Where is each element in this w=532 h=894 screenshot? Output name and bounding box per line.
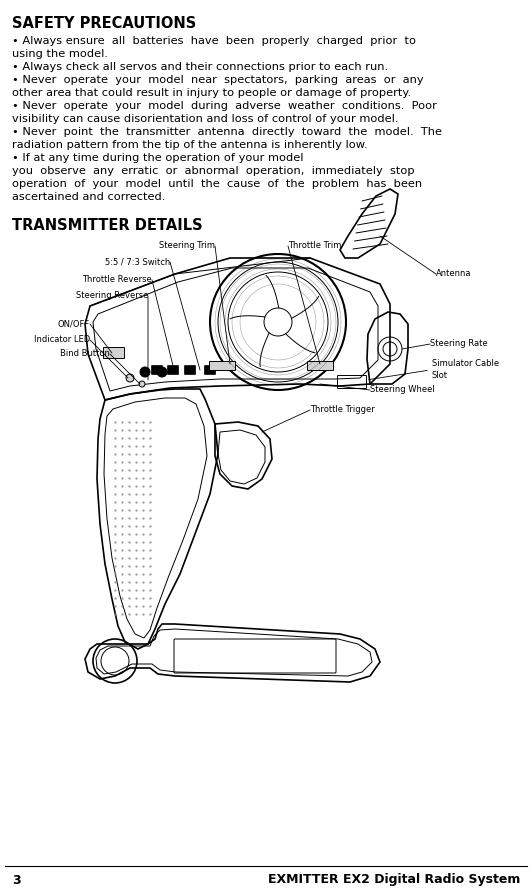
FancyBboxPatch shape: [152, 366, 162, 375]
Text: • Always check all servos and their connections prior to each run.: • Always check all servos and their conn…: [12, 62, 388, 72]
Text: Antenna: Antenna: [436, 269, 471, 279]
Text: Throttle Trim: Throttle Trim: [288, 241, 342, 250]
Text: SAFETY PRECAUTIONS: SAFETY PRECAUTIONS: [12, 16, 196, 31]
FancyBboxPatch shape: [104, 348, 124, 358]
Text: Simulator Cable: Simulator Cable: [432, 359, 499, 368]
Text: Steering Rate: Steering Rate: [430, 340, 488, 349]
FancyBboxPatch shape: [307, 361, 334, 370]
Text: EXMITTER EX2 Digital Radio System: EXMITTER EX2 Digital Radio System: [268, 873, 520, 887]
Text: TRANSMITTER DETAILS: TRANSMITTER DETAILS: [12, 218, 203, 233]
Circle shape: [140, 367, 150, 377]
Text: Bind Button: Bind Button: [60, 350, 110, 358]
Text: Throttle Reverse: Throttle Reverse: [82, 275, 152, 284]
Circle shape: [126, 374, 134, 382]
Text: Steering Wheel: Steering Wheel: [370, 385, 435, 394]
Circle shape: [139, 381, 145, 387]
Text: 5:5 / 7:3 Switch: 5:5 / 7:3 Switch: [105, 257, 170, 266]
FancyBboxPatch shape: [210, 361, 236, 370]
Text: Indicator LED: Indicator LED: [34, 335, 90, 344]
Text: • If at any time during the operation of your model: • If at any time during the operation of…: [12, 153, 303, 163]
FancyBboxPatch shape: [204, 366, 215, 375]
Text: other area that could result in injury to people or damage of property.: other area that could result in injury t…: [12, 88, 411, 98]
Text: operation  of  your  model  until  the  cause  of  the  problem  has  been: operation of your model until the cause …: [12, 179, 422, 189]
Text: radiation pattern from the tip of the antenna is inherently low.: radiation pattern from the tip of the an…: [12, 140, 368, 150]
Text: Steering Reverse: Steering Reverse: [76, 291, 148, 300]
Text: using the model.: using the model.: [12, 49, 108, 59]
FancyBboxPatch shape: [168, 366, 179, 375]
Text: • Never  operate  your  model  during  adverse  weather  conditions.  Poor: • Never operate your model during advers…: [12, 101, 437, 111]
Text: visibility can cause disorientation and loss of control of your model.: visibility can cause disorientation and …: [12, 114, 398, 124]
Text: ascertained and corrected.: ascertained and corrected.: [12, 192, 165, 202]
Text: • Never  operate  your  model  near  spectators,  parking  areas  or  any: • Never operate your model near spectato…: [12, 75, 423, 85]
Text: you  observe  any  erratic  or  abnormal  operation,  immediately  stop: you observe any erratic or abnormal oper…: [12, 166, 414, 176]
Text: • Never  point  the  transmitter  antenna  directly  toward  the  model.  The: • Never point the transmitter antenna di…: [12, 127, 442, 137]
FancyBboxPatch shape: [185, 366, 195, 375]
Text: ON/OFF: ON/OFF: [58, 319, 90, 328]
Text: Throttle Trigger: Throttle Trigger: [310, 406, 375, 415]
Text: 3: 3: [12, 873, 21, 887]
Text: Slot: Slot: [432, 372, 448, 381]
Circle shape: [157, 367, 167, 377]
Text: Steering Trim: Steering Trim: [159, 241, 215, 250]
Text: • Always ensure  all  batteries  have  been  properly  charged  prior  to: • Always ensure all batteries have been …: [12, 36, 416, 46]
